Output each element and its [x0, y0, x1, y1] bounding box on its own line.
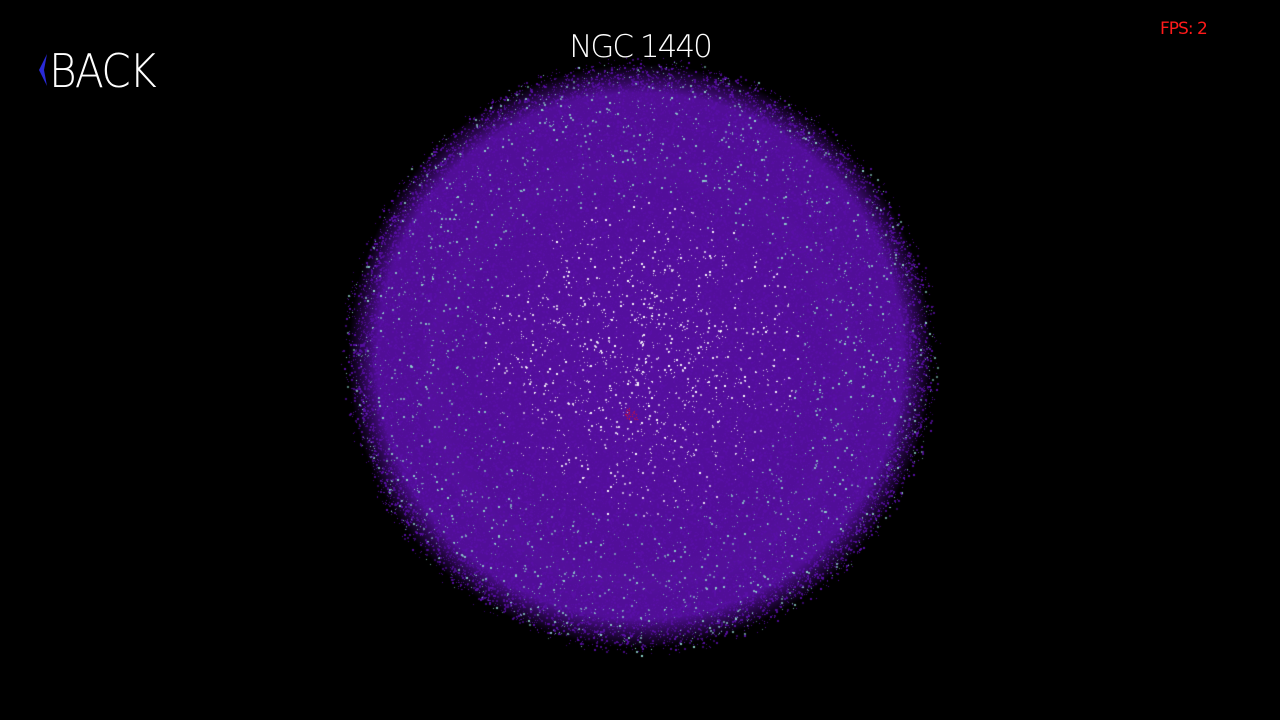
back-button[interactable]: BACK	[38, 42, 164, 100]
chevron-left-icon	[39, 54, 47, 86]
page-title: NGC 1440	[569, 29, 713, 65]
back-button-label: BACK	[49, 44, 157, 98]
fps-counter: FPS: 2	[1160, 19, 1208, 39]
